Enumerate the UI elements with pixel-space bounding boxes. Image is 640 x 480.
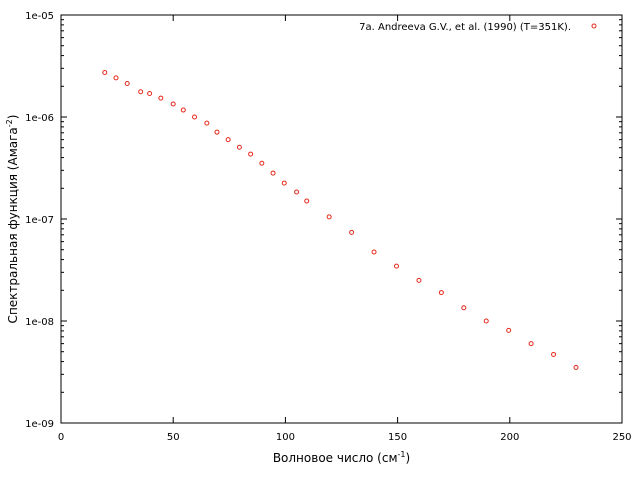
data-point: [304, 198, 310, 204]
y-tick-label: 1e-06: [25, 113, 54, 124]
x-tick-label: 200: [500, 432, 519, 443]
x-tick-label: 100: [276, 432, 295, 443]
data-point: [236, 144, 242, 150]
y-axis-title: Спектральная функция (Амага-2): [5, 115, 20, 324]
data-point: [124, 81, 130, 87]
y-axis: 1e-09 1e-08 1e-07 1e-06 1e-05: [25, 11, 622, 430]
data-point: [138, 89, 144, 95]
data-point: [158, 95, 164, 101]
x-axis: 0 50 100 150 200 250: [58, 15, 632, 443]
data-point: [573, 365, 579, 371]
data-point: [113, 75, 119, 81]
data-point: [438, 290, 444, 296]
data-point: [248, 151, 254, 157]
y-tick-label: 1e-08: [25, 317, 54, 328]
y-tick-label: 1e-09: [25, 419, 54, 430]
data-point: [551, 351, 557, 357]
data-point: [102, 70, 108, 76]
x-tick-label: 50: [167, 432, 180, 443]
data-point: [259, 160, 265, 166]
data-point: [147, 90, 153, 96]
data-point: [483, 318, 489, 324]
x-tick-label: 0: [58, 432, 64, 443]
y-tick-label: 1e-05: [25, 11, 54, 22]
data-point: [214, 129, 220, 135]
data-point: [349, 229, 355, 235]
data-point: [170, 101, 176, 107]
data-point: [204, 120, 210, 126]
x-axis-title: Волновое число (см-1): [273, 450, 410, 465]
data-point: [416, 277, 422, 283]
data-point: [393, 263, 399, 269]
x-tick-label: 250: [612, 432, 631, 443]
legend-marker: [591, 23, 597, 29]
data-point: [225, 137, 231, 143]
data-point: [461, 305, 467, 311]
series-points: [102, 70, 579, 371]
data-point: [371, 249, 377, 255]
data-point: [270, 170, 276, 176]
data-point: [281, 180, 287, 186]
y-tick-label: 1e-07: [25, 215, 54, 226]
data-point: [326, 214, 332, 220]
data-point: [192, 114, 198, 120]
data-point: [294, 189, 300, 195]
data-point: [528, 341, 534, 347]
legend-label: 7a. Andreeva G.V., et al. (1990) (T=351K…: [359, 22, 571, 33]
data-point: [180, 107, 186, 113]
data-point: [506, 327, 512, 333]
x-tick-label: 150: [388, 432, 407, 443]
legend: 7a. Andreeva G.V., et al. (1990) (T=351K…: [359, 22, 597, 33]
